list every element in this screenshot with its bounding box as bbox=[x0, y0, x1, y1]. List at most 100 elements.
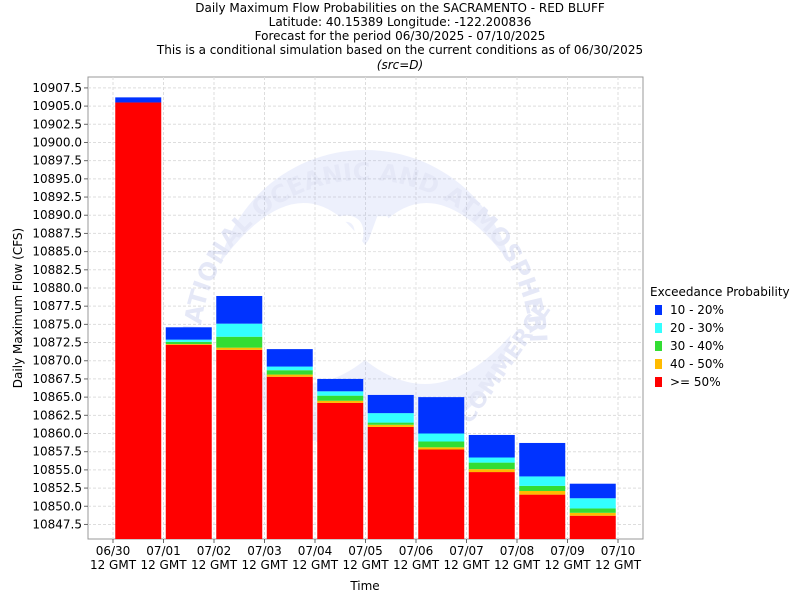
bar-segment-p50 bbox=[216, 349, 263, 539]
legend-label: 40 - 50% bbox=[670, 357, 724, 371]
bar-segment-p30 bbox=[165, 341, 212, 345]
bar-segment-p10 bbox=[468, 434, 515, 458]
y-tick-label: 10887.5 bbox=[32, 226, 82, 240]
x-tick-sublabel: 12 GMT bbox=[494, 558, 541, 572]
bar-segment-p10 bbox=[115, 97, 162, 103]
y-tick-label: 10872.5 bbox=[32, 336, 82, 350]
legend-item: 20 - 30% bbox=[650, 319, 790, 337]
bar-segment-p20 bbox=[418, 433, 465, 442]
y-tick-label: 10852.5 bbox=[32, 481, 82, 495]
bar-segment-p40 bbox=[468, 469, 515, 473]
y-tick-label: 10882.5 bbox=[32, 263, 82, 277]
legend-swatch bbox=[655, 323, 662, 333]
bar-segment-p20 bbox=[519, 476, 566, 486]
x-axis-label: Time bbox=[349, 579, 379, 593]
bar-segment-p50 bbox=[266, 376, 313, 539]
bar-segment-p40 bbox=[418, 447, 465, 450]
y-tick-label: 10902.5 bbox=[32, 117, 82, 131]
bar-segment-p50 bbox=[367, 426, 414, 539]
bar-segment-p40 bbox=[266, 374, 313, 377]
bar-segment-p10 bbox=[317, 378, 364, 392]
bar-segment-p30 bbox=[367, 422, 414, 425]
y-tick-label: 10885.0 bbox=[32, 245, 82, 259]
x-tick-label: 07/05 bbox=[348, 544, 383, 558]
legend-items: 10 - 20% 20 - 30% 30 - 40% 40 - 50% >= 50% bbox=[650, 301, 790, 391]
bar-segment-p30 bbox=[216, 336, 263, 348]
bar-segment-p20 bbox=[317, 391, 364, 396]
legend-label: 10 - 20% bbox=[670, 303, 724, 317]
bar-segment-p50 bbox=[165, 344, 212, 539]
bar-segment-p20 bbox=[367, 413, 414, 423]
y-tick-label: 10897.5 bbox=[32, 154, 82, 168]
legend-swatch bbox=[655, 377, 662, 387]
bar-segment-p20 bbox=[468, 457, 515, 463]
y-tick-label: 10860.0 bbox=[32, 427, 82, 441]
bar-segment-p40 bbox=[165, 344, 212, 345]
chart-note: This is a conditional simulation based o… bbox=[156, 43, 644, 57]
legend-title: Exceedance Probability bbox=[650, 285, 790, 299]
x-tick-label: 07/04 bbox=[298, 544, 333, 558]
bars bbox=[115, 97, 616, 539]
y-tick-label: 10865.0 bbox=[32, 390, 82, 404]
x-tick-label: 07/03 bbox=[247, 544, 282, 558]
bar-segment-p10 bbox=[519, 442, 566, 477]
bar-segment-p40 bbox=[367, 424, 414, 427]
x-tick-sublabel: 12 GMT bbox=[342, 558, 389, 572]
y-tick-label: 10855.0 bbox=[32, 463, 82, 477]
x-tick-sublabel: 12 GMT bbox=[544, 558, 591, 572]
y-tick-label: 10847.5 bbox=[32, 517, 82, 531]
bar-segment-p10 bbox=[418, 397, 465, 434]
y-tick-label: 10850.0 bbox=[32, 499, 82, 513]
y-tick-label: 10862.5 bbox=[32, 408, 82, 422]
y-tick-label: 10857.5 bbox=[32, 445, 82, 459]
x-tick-sublabel: 12 GMT bbox=[595, 558, 642, 572]
y-axis-label: Daily Maximum Flow (CFS) bbox=[11, 228, 25, 388]
y-axis: 10847.5 10850.0 10852.5 10855.0 10857.5 10860… bbox=[32, 81, 88, 531]
legend-item: 10 - 20% bbox=[650, 301, 790, 319]
y-tick-label: 10907.5 bbox=[32, 81, 82, 95]
legend-swatch bbox=[655, 341, 662, 351]
x-tick-label: 07/06 bbox=[399, 544, 434, 558]
legend-swatch bbox=[655, 359, 662, 369]
y-tick-label: 10900.0 bbox=[32, 135, 82, 149]
bar-segment-p50 bbox=[519, 494, 566, 539]
chart-title: Daily Maximum Flow Probabilities on the … bbox=[195, 1, 605, 15]
bar-segment-p10 bbox=[569, 483, 616, 499]
y-tick-label: 10875.0 bbox=[32, 317, 82, 331]
legend-item: >= 50% bbox=[650, 373, 790, 391]
bar-segment-p50 bbox=[115, 102, 162, 539]
bar-segment-p10 bbox=[266, 349, 313, 367]
chart-period: Forecast for the period 06/30/2025 - 07/… bbox=[254, 29, 546, 43]
noaa-logo-wave bbox=[215, 203, 515, 384]
y-tick-label: 10877.5 bbox=[32, 299, 82, 313]
bar-segment-p20 bbox=[569, 498, 616, 509]
y-tick-label: 10870.0 bbox=[32, 354, 82, 368]
x-tick-sublabel: 12 GMT bbox=[443, 558, 490, 572]
x-tick-label: 07/09 bbox=[550, 544, 585, 558]
y-tick-label: 10895.0 bbox=[32, 172, 82, 186]
x-tick-label: 07/02 bbox=[197, 544, 232, 558]
bar-segment-p30 bbox=[569, 508, 616, 513]
x-tick-sublabel: 12 GMT bbox=[191, 558, 238, 572]
y-tick-label: 10905.0 bbox=[32, 99, 82, 113]
chart-source: (src=D) bbox=[376, 58, 424, 72]
bar-segment-p40 bbox=[519, 490, 566, 495]
bar-segment-p50 bbox=[569, 515, 616, 539]
bar-segment-p20 bbox=[165, 339, 212, 342]
bar-segment-p50 bbox=[317, 402, 364, 539]
x-tick-label: 07/10 bbox=[601, 544, 636, 558]
x-tick-label: 07/01 bbox=[146, 544, 181, 558]
y-tick-label: 10892.5 bbox=[32, 190, 82, 204]
legend-item: 30 - 40% bbox=[650, 337, 790, 355]
legend: Exceedance Probability 10 - 20% 20 - 30% 3… bbox=[650, 284, 790, 391]
y-tick-label: 10890.0 bbox=[32, 208, 82, 222]
bar-segment-p10 bbox=[216, 295, 263, 324]
legend-label: >= 50% bbox=[670, 375, 721, 389]
legend-swatch bbox=[655, 305, 662, 315]
bar-segment-p40 bbox=[569, 512, 616, 516]
x-tick-label: 06/30 bbox=[96, 544, 131, 558]
x-tick-label: 07/08 bbox=[500, 544, 535, 558]
bar-segment-p30 bbox=[266, 370, 313, 375]
